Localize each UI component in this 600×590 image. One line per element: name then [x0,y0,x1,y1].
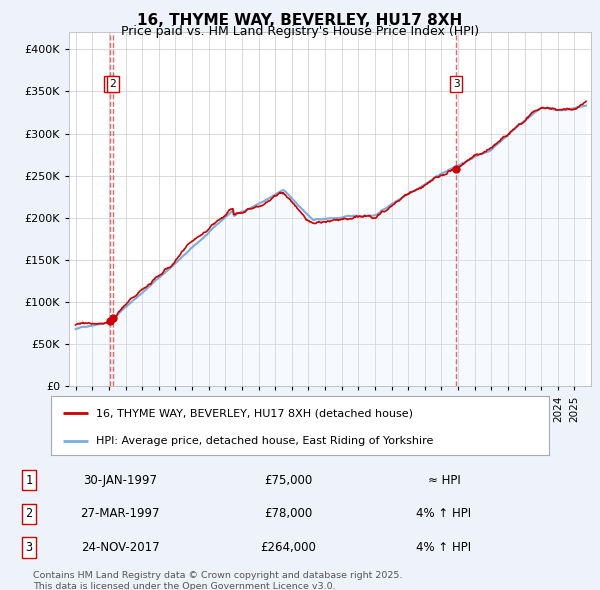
Text: 2: 2 [109,79,116,88]
Text: £75,000: £75,000 [264,474,312,487]
Text: 16, THYME WAY, BEVERLEY, HU17 8XH: 16, THYME WAY, BEVERLEY, HU17 8XH [137,13,463,28]
Text: ≈ HPI: ≈ HPI [428,474,460,487]
Text: 4% ↑ HPI: 4% ↑ HPI [416,507,472,520]
Text: 16, THYME WAY, BEVERLEY, HU17 8XH (detached house): 16, THYME WAY, BEVERLEY, HU17 8XH (detac… [96,408,413,418]
Text: HPI: Average price, detached house, East Riding of Yorkshire: HPI: Average price, detached house, East… [96,436,433,445]
Text: 24-NOV-2017: 24-NOV-2017 [80,541,160,554]
Text: Contains HM Land Registry data © Crown copyright and database right 2025.
This d: Contains HM Land Registry data © Crown c… [33,571,403,590]
Text: 4% ↑ HPI: 4% ↑ HPI [416,541,472,554]
Text: Price paid vs. HM Land Registry's House Price Index (HPI): Price paid vs. HM Land Registry's House … [121,25,479,38]
Text: 1: 1 [107,79,113,88]
Text: 1: 1 [25,474,32,487]
Text: £264,000: £264,000 [260,541,316,554]
Text: 27-MAR-1997: 27-MAR-1997 [80,507,160,520]
Text: £78,000: £78,000 [264,507,312,520]
Text: 3: 3 [453,79,460,88]
Text: 3: 3 [25,541,32,554]
Text: 30-JAN-1997: 30-JAN-1997 [83,474,157,487]
Text: 2: 2 [25,507,32,520]
